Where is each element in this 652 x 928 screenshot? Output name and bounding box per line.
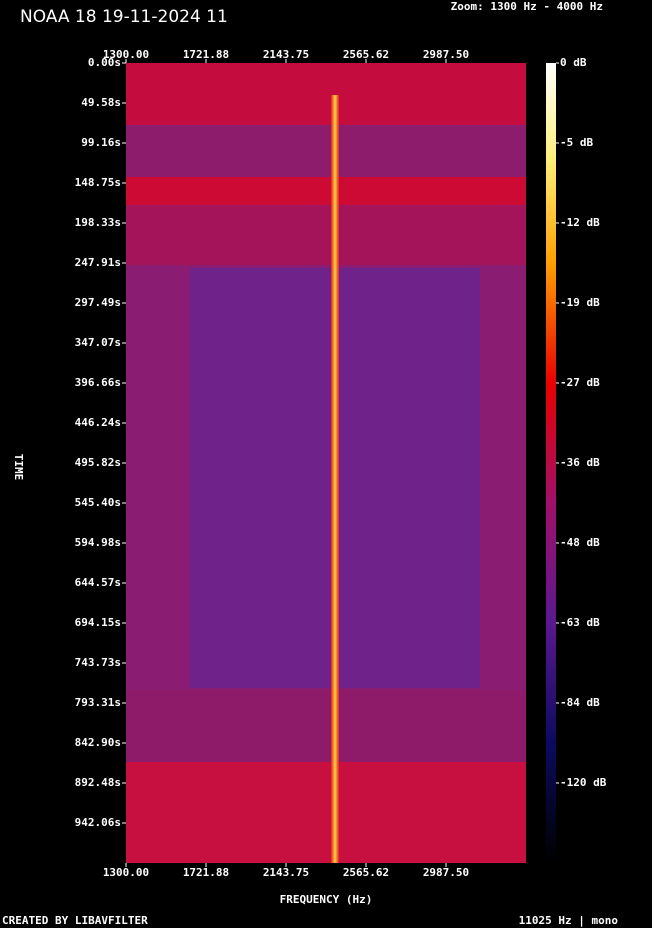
y-tick-label: 495.82s bbox=[75, 456, 121, 469]
x-tick-label: 2143.75 bbox=[263, 866, 309, 879]
y-tick-label: 892.48s bbox=[75, 776, 121, 789]
colorbar-tick-label: -120 dB bbox=[560, 776, 607, 789]
colorbar-tick-label: -36 dB bbox=[560, 456, 600, 469]
y-tick-label: 198.33s bbox=[75, 216, 121, 229]
y-axis-label: TIME bbox=[12, 454, 25, 481]
colorbar-tick-label: -19 dB bbox=[560, 296, 600, 309]
y-tick-label: 644.57s bbox=[75, 576, 121, 589]
spectrogram-image bbox=[126, 63, 526, 863]
y-tick-label: 49.58s bbox=[81, 96, 121, 109]
y-tick-label: 247.91s bbox=[75, 256, 121, 269]
y-tick-label: 99.16s bbox=[81, 136, 121, 149]
y-tick-label: 0.00s bbox=[88, 56, 121, 69]
x-axis-label: FREQUENCY (Hz) bbox=[280, 893, 373, 906]
colorbar-tick-label: -27 dB bbox=[560, 376, 600, 389]
y-tick-label: 347.07s bbox=[75, 336, 121, 349]
x-tick-label-top: 2987.50 bbox=[423, 48, 469, 61]
colorbar-tick-label: -5 dB bbox=[560, 136, 593, 149]
x-tick-label-top: 1721.88 bbox=[183, 48, 229, 61]
x-tick-label: 1300.00 bbox=[103, 866, 149, 879]
x-tick-label: 2987.50 bbox=[423, 866, 469, 879]
footer-right: 11025 Hz | mono bbox=[519, 914, 619, 927]
y-tick-label: 743.73s bbox=[75, 656, 121, 669]
x-tick-label: 2565.62 bbox=[343, 866, 389, 879]
x-tick-label-top: 2565.62 bbox=[343, 48, 389, 61]
y-tick-label: 842.90s bbox=[75, 736, 121, 749]
colorbar-tick-label: -63 dB bbox=[560, 616, 600, 629]
colorbar-tick-label: -84 dB bbox=[560, 696, 600, 709]
y-tick-label: 793.31s bbox=[75, 696, 121, 709]
colorbar-tick-label: 0 dB bbox=[560, 56, 587, 69]
x-tick-label-top: 2143.75 bbox=[263, 48, 309, 61]
x-tick-label-top: 1300.00 bbox=[103, 48, 149, 61]
y-tick-label: 594.98s bbox=[75, 536, 121, 549]
y-tick-label: 396.66s bbox=[75, 376, 121, 389]
y-tick-label: 297.49s bbox=[75, 296, 121, 309]
colorbar-tick-label: -48 dB bbox=[560, 536, 600, 549]
title: NOAA 18 19-11-2024 11 bbox=[20, 7, 228, 27]
y-tick-label: 446.24s bbox=[75, 416, 121, 429]
y-tick-label: 694.15s bbox=[75, 616, 121, 629]
colorbar-tick-label: -12 dB bbox=[560, 216, 600, 229]
y-tick-label: 148.75s bbox=[75, 176, 121, 189]
y-tick-label: 545.40s bbox=[75, 496, 121, 509]
y-tick-label: 942.06s bbox=[75, 816, 121, 829]
footer-left: CREATED BY LIBAVFILTER bbox=[2, 914, 148, 927]
x-tick-label: 1721.88 bbox=[183, 866, 229, 879]
colorbar bbox=[546, 63, 556, 863]
subtitle: Zoom: 1300 Hz - 4000 Hz bbox=[451, 0, 603, 13]
